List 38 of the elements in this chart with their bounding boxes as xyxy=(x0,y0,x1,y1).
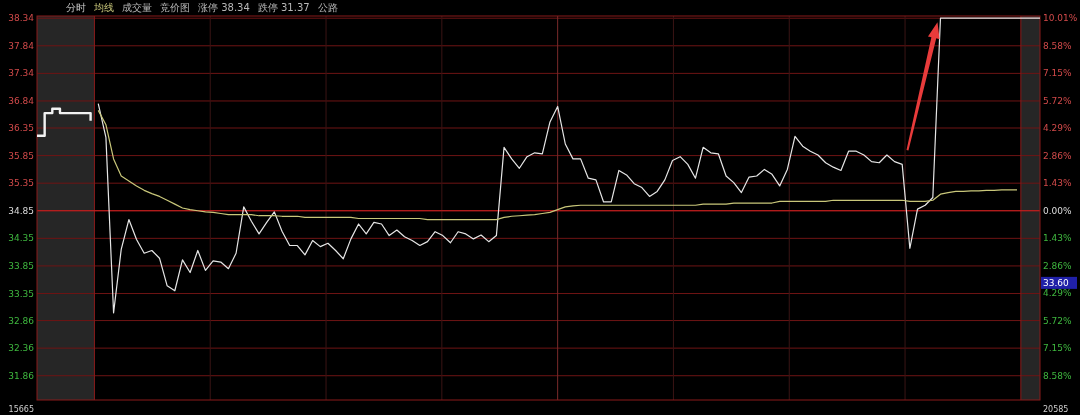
y-tick-label: 34.35 xyxy=(8,233,34,244)
y2-tick-label: 8.58% xyxy=(1043,40,1073,51)
y-tick-label: 34.85 xyxy=(8,205,34,216)
text: 跌停 31.37 xyxy=(257,2,310,13)
y-tick-label: 36.35 xyxy=(8,123,34,133)
text: 均线 xyxy=(93,2,114,13)
y-tick-label: 31.86 xyxy=(8,370,35,381)
y2-tick-label: 2.86% xyxy=(1043,260,1073,271)
y2-tick-label: 4.29% xyxy=(1043,123,1073,134)
y2-tick-label: 4.29% xyxy=(1043,288,1073,299)
y-tick-label: 33.85 xyxy=(8,260,34,271)
y-tick-label: 33.35 xyxy=(8,288,34,299)
chart-title: 分时 xyxy=(66,2,86,13)
y2-tick-label: 5.72% xyxy=(1043,95,1073,106)
y-tick-label: 35.35 xyxy=(8,178,34,189)
y-tick-label: 37.34 xyxy=(8,68,35,79)
y2-tick-label: 1.43% xyxy=(1043,233,1073,244)
y-tick-label: 36.84 xyxy=(8,95,35,106)
text: 15665 xyxy=(8,405,34,414)
y-tick-label: 32.36 xyxy=(8,343,35,354)
text: 成交量 xyxy=(122,2,152,13)
y-tick-label: 32.86 xyxy=(8,315,35,326)
y2-tick-label: 1.43% xyxy=(1043,178,1073,189)
text: 20585 xyxy=(1043,405,1069,414)
y-tick-label: 35.85 xyxy=(8,150,34,161)
text: 竞价图 xyxy=(160,2,190,13)
text: 33.60 xyxy=(1043,278,1070,289)
text: 涨停 38.34 xyxy=(198,2,250,13)
y-tick-label: 38.34 xyxy=(8,13,35,24)
y2-tick-label: 2.86% xyxy=(1043,150,1073,161)
y2-tick-label: 7.15% xyxy=(1043,343,1073,354)
y2-tick-label: 0.00% xyxy=(1043,205,1073,216)
y2-tick-label: 7.15% xyxy=(1043,68,1073,79)
y2-tick-label: 10.01% xyxy=(1043,13,1078,24)
y2-tick-label: 5.72% xyxy=(1043,315,1073,326)
y2-tick-label: 8.58% xyxy=(1043,370,1073,381)
text: 公路 xyxy=(317,2,338,13)
y-tick-label: 37.84 xyxy=(8,40,35,51)
